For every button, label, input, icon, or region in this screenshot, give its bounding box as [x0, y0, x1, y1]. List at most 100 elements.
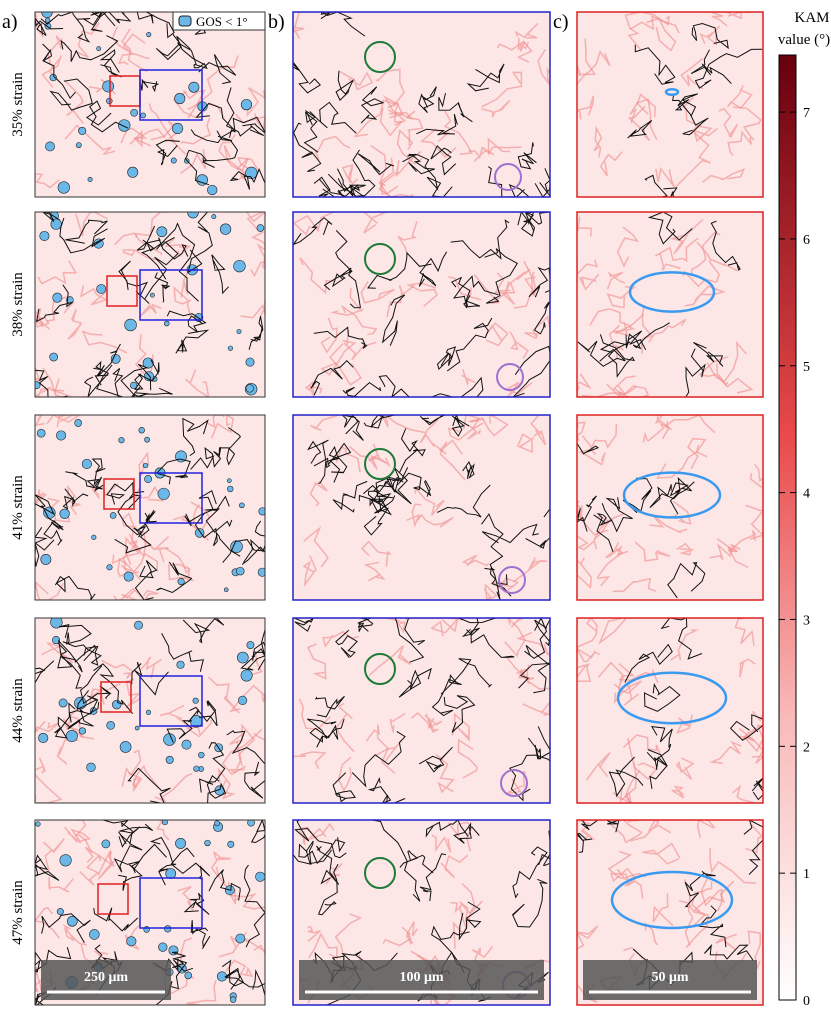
grain-boundary [134, 359, 160, 390]
gos-grain [112, 699, 122, 710]
kam-streak [246, 212, 265, 231]
gos-grain [130, 108, 139, 117]
grain-boundary [65, 219, 108, 244]
kam-streak [697, 820, 716, 839]
gos-grain [106, 720, 115, 730]
grain-boundary [669, 476, 692, 515]
kam-streak [368, 645, 412, 677]
kam-streak [42, 838, 65, 871]
grain-boundary [182, 417, 209, 457]
map-panel [577, 618, 763, 803]
grain-boundary [577, 829, 592, 853]
grain-boundary [190, 102, 236, 144]
panel-frame [292, 617, 551, 804]
grain-boundary [35, 369, 68, 397]
grain-boundary [80, 665, 112, 705]
kam-streak [218, 932, 247, 958]
kam-streak [439, 439, 466, 481]
map-background [577, 212, 763, 397]
gos-grain [52, 292, 63, 303]
grain-boundary [84, 360, 110, 397]
colorbar-tick-label: 4 [803, 487, 810, 502]
gos-grain [126, 936, 137, 947]
grain-boundary [198, 54, 237, 85]
kam-streak [229, 723, 256, 766]
grain-boundary [341, 415, 364, 441]
grain-boundary [520, 212, 550, 237]
gos-grain [192, 697, 199, 704]
gos-grain [96, 284, 107, 294]
kam-streak [635, 98, 658, 141]
kam-streak [459, 883, 476, 922]
grain-boundary [43, 520, 64, 546]
gos-grain [119, 741, 132, 753]
grain-boundary [416, 113, 458, 136]
gos-grain [96, 46, 102, 52]
grain-boundary [310, 359, 354, 396]
kam-streak [481, 415, 509, 437]
zoom-box-blue [139, 269, 203, 321]
grain-boundary [226, 730, 265, 765]
kam-streak [483, 584, 499, 600]
scale-bar-label: 250 μm [84, 970, 128, 985]
kam-streak [184, 369, 210, 397]
gos-grain [170, 157, 177, 164]
panel-frame [576, 211, 764, 398]
gos-grain [75, 142, 82, 149]
kam-streak [627, 737, 658, 780]
kam-streak [509, 331, 529, 359]
kam-streak [457, 738, 478, 779]
highlight-green [364, 243, 396, 275]
kam-streak [125, 677, 141, 709]
kam-streak [654, 415, 670, 440]
gos-grain [163, 320, 170, 327]
kam-streak [655, 166, 676, 188]
kam-streak [506, 618, 525, 628]
kam-streak [397, 221, 418, 255]
grain-boundary [512, 345, 550, 397]
kam-streak [164, 547, 191, 582]
grain-boundary [322, 168, 360, 197]
grain-boundary [131, 386, 173, 397]
kam-streak [484, 322, 509, 347]
grain-boundary [190, 446, 222, 470]
kam-streak [122, 539, 138, 572]
grain-boundary [646, 725, 673, 762]
grain-boundary [243, 864, 265, 948]
gos-grain [193, 765, 200, 772]
kam-streak [121, 28, 148, 73]
map-panel [35, 618, 265, 803]
kam-streak [468, 146, 495, 162]
kam-streak [173, 286, 192, 317]
grain-boundary [751, 777, 763, 801]
gos-grain [102, 80, 115, 93]
kam-streak [513, 557, 548, 583]
kam-streak [249, 256, 265, 278]
kam-streak [35, 12, 45, 38]
kam-streak [578, 273, 600, 291]
kam-streak [134, 212, 169, 238]
kam-streak [307, 925, 321, 942]
grain-boundary [381, 294, 406, 346]
grain-boundary [136, 225, 167, 280]
gos-grain [118, 437, 125, 444]
kam-streak [308, 932, 338, 960]
gos-grain [233, 259, 246, 273]
grain-boundary [577, 340, 626, 367]
kam-streak [702, 168, 746, 183]
map-background [577, 618, 763, 803]
grain-boundary [698, 905, 727, 948]
grain-boundary [440, 658, 492, 695]
grain-boundary [205, 495, 233, 533]
grain-boundary [538, 830, 550, 866]
map-background [577, 12, 763, 197]
grain-boundary [314, 695, 345, 718]
grain-boundary [451, 415, 470, 437]
kam-streak [297, 826, 319, 846]
kam-streak [320, 317, 338, 354]
kam-streak [577, 925, 599, 950]
kam-streak [537, 49, 550, 86]
grain-boundary [184, 489, 217, 527]
kam-streak [240, 299, 265, 319]
grain-boundary [367, 251, 432, 289]
